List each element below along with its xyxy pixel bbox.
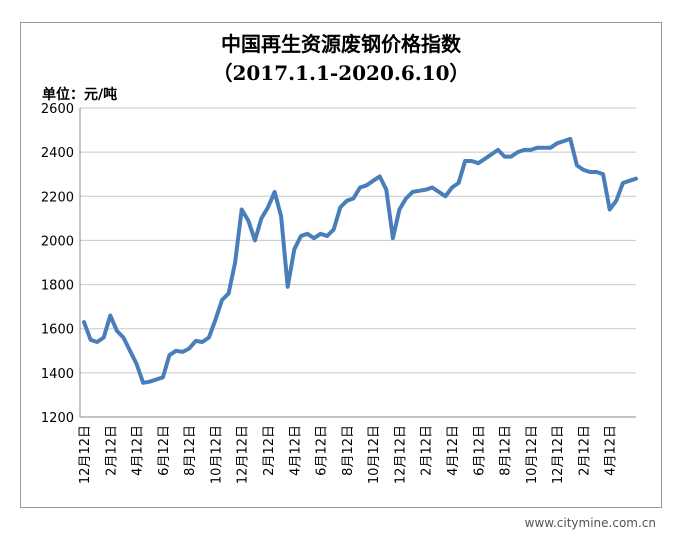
- y-tick-label: 2200: [41, 190, 74, 205]
- x-tick-label: 8月12日: [341, 425, 356, 476]
- y-tick-label: 1600: [41, 323, 74, 338]
- y-tick-label: 1200: [41, 411, 74, 426]
- watermark: www.citymine.com.cn: [525, 516, 656, 530]
- x-tick-label: 8月12日: [183, 425, 198, 476]
- x-tick-label: 12月12日: [393, 425, 408, 484]
- x-tick-label: 4月12日: [288, 425, 303, 476]
- chart-frame: [20, 22, 662, 508]
- x-tick-label: 6月12日: [472, 425, 487, 476]
- x-tick-label: 10月12日: [367, 425, 382, 484]
- x-tick-label: 2月12日: [104, 425, 119, 476]
- x-tick-label: 10月12日: [525, 425, 540, 484]
- x-tick-label: 6月12日: [157, 425, 172, 476]
- y-tick-label: 2000: [41, 234, 74, 249]
- x-tick-label: 4月12日: [446, 425, 461, 476]
- x-tick-label: 4月12日: [131, 425, 146, 476]
- x-tick-label: 2月12日: [262, 425, 277, 476]
- y-tick-label: 2600: [41, 102, 74, 117]
- y-tick-label: 1400: [41, 367, 74, 382]
- y-axis-label: 单位：元/吨: [42, 86, 117, 103]
- y-tick-label: 2400: [41, 146, 74, 161]
- x-tick-label: 12月12日: [236, 425, 251, 484]
- chart-title: 中国再生资源废钢价格指数: [221, 32, 462, 56]
- x-tick-label: 12月12日: [78, 425, 93, 484]
- price-line: [82, 136, 638, 385]
- x-tick-label: 6月12日: [315, 425, 330, 476]
- y-tick-label: 1800: [41, 279, 74, 294]
- x-tick-label: 2月12日: [420, 425, 435, 476]
- x-tick-label: 12月12日: [551, 425, 566, 484]
- x-tick-label: 2月12日: [577, 425, 592, 476]
- x-tick-label: 10月12日: [209, 425, 224, 484]
- x-tick-label: 4月12日: [604, 425, 619, 476]
- chart-subtitle: （2017.1.1-2020.6.10）: [212, 61, 469, 85]
- x-tick-label: 8月12日: [499, 425, 514, 476]
